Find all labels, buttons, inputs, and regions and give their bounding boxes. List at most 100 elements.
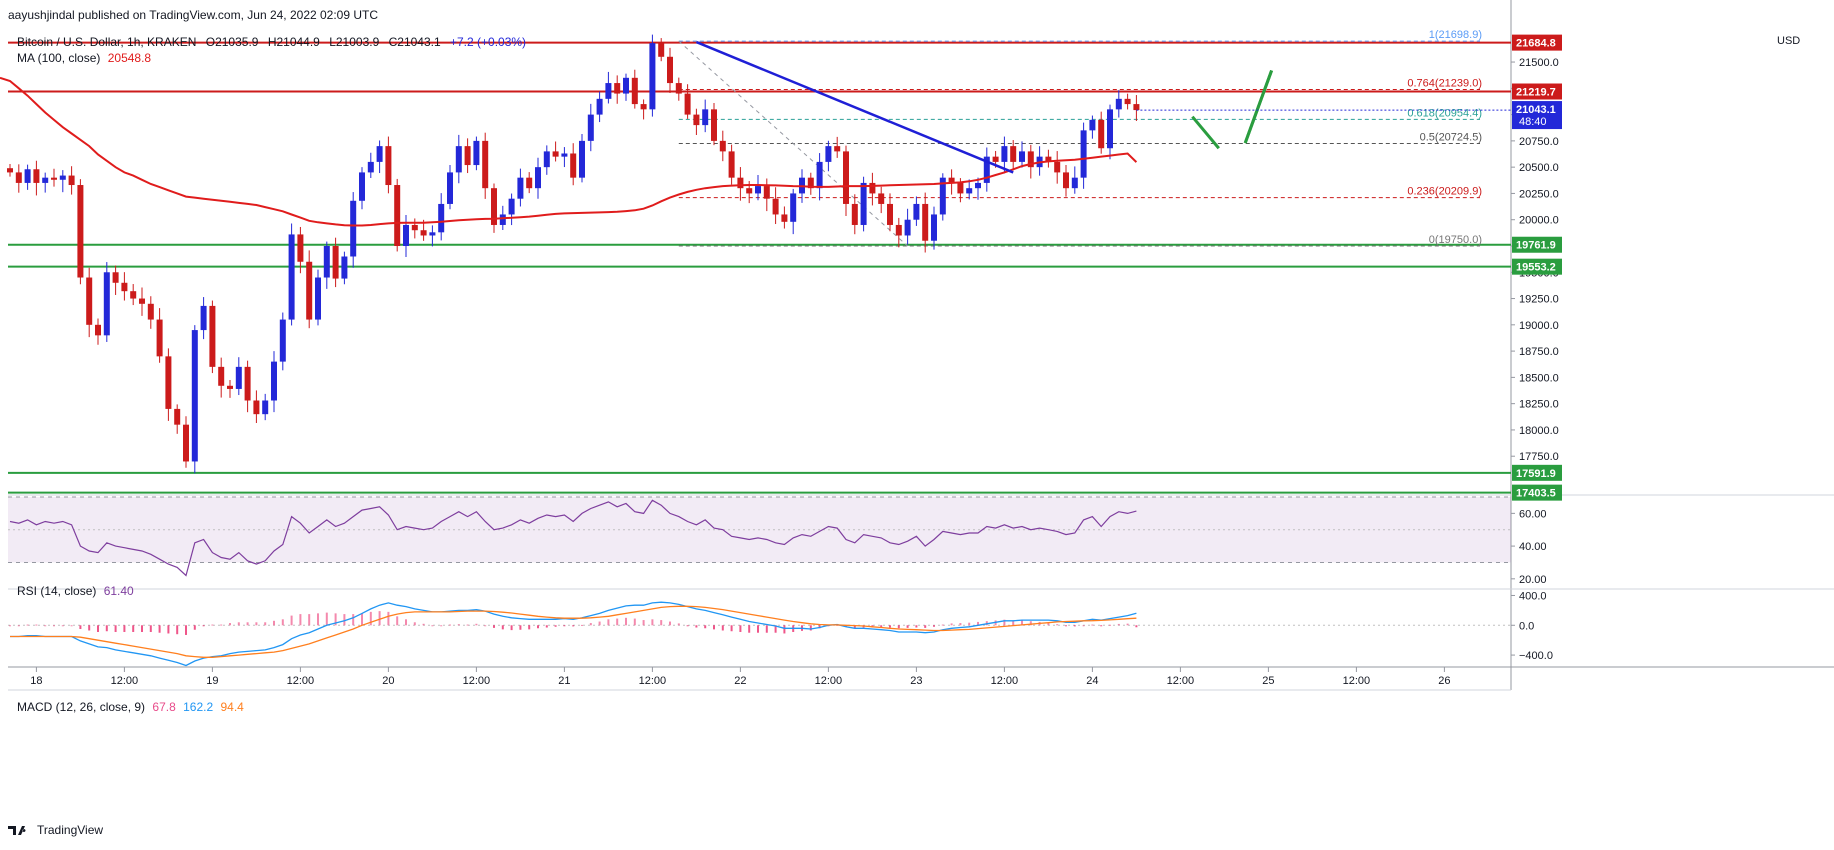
- macd-signal-line: [10, 605, 1137, 658]
- rsi-axis-label: 40.00: [1519, 541, 1547, 553]
- candle-body: [587, 114, 594, 141]
- macd-histogram-bar: [581, 624, 583, 626]
- candle-body: [957, 182, 964, 194]
- sr-price-tag: [1512, 464, 1562, 481]
- candle-body: [42, 177, 49, 183]
- candle-body: [623, 77, 629, 94]
- ohlc-open: O21035.9: [205, 35, 259, 49]
- macd-histogram-bar: [396, 616, 399, 626]
- candle-body: [350, 200, 357, 257]
- candle-body: [253, 400, 260, 415]
- macd-histogram-bar: [70, 625, 73, 627]
- macd-histogram-bar: [1047, 622, 1050, 626]
- sr-price-tag: [1512, 258, 1562, 275]
- candle-body: [614, 83, 621, 94]
- macd-histogram-bar: [660, 620, 663, 626]
- candle-body: [1071, 177, 1078, 189]
- macd-histogram-bar: [950, 623, 953, 626]
- fib-level-label: 0(19750.0): [1429, 234, 1482, 246]
- sr-price-tag-label: 19553.2: [1516, 262, 1556, 274]
- candle-body: [878, 193, 885, 204]
- candle-body: [1063, 172, 1069, 189]
- candle-body: [33, 169, 40, 183]
- macd-histogram-bar: [889, 625, 891, 628]
- time-axis-label: 24: [1086, 675, 1098, 687]
- candle-body: [306, 261, 313, 320]
- macd-histogram-bar: [695, 625, 698, 628]
- candle-body: [508, 198, 515, 215]
- time-axis-label: 23: [910, 675, 922, 687]
- macd-histogram-bar: [686, 625, 689, 627]
- macd-histogram-bar: [141, 625, 143, 632]
- ohlc-close: C21043.1: [388, 35, 441, 49]
- macd-histogram-bar: [105, 625, 108, 632]
- macd-histogram-bar: [229, 623, 231, 626]
- macd-histogram-bar: [748, 625, 751, 633]
- price-axis-label: 18000.0: [1519, 425, 1559, 437]
- macd-histogram-bar: [563, 625, 566, 627]
- macd-histogram-bar: [1021, 620, 1023, 626]
- currency-label: USD: [1777, 35, 1801, 47]
- candle-body: [631, 77, 638, 105]
- macd-histogram-bar: [669, 621, 671, 626]
- candle-body: [200, 305, 207, 331]
- candle-body: [1098, 119, 1105, 149]
- macd-line: [10, 601, 1137, 667]
- tradingview-logo-icon: [8, 826, 26, 835]
- candle-body: [130, 291, 137, 299]
- candle-body: [948, 177, 955, 183]
- ma-100-line: [0, 76, 1138, 227]
- candle-body: [482, 140, 489, 189]
- macd-histogram-bar: [721, 625, 724, 631]
- candle-body: [359, 172, 365, 201]
- candle-body: [473, 140, 480, 166]
- macd-histogram-bar: [977, 621, 979, 626]
- macd-histogram-bar: [968, 622, 971, 626]
- macd-histogram-bar: [818, 625, 821, 629]
- ohlc-change: +7.2 (+0.03%): [450, 35, 527, 49]
- macd-histogram-bar: [845, 625, 847, 627]
- macd-histogram-bar: [202, 625, 205, 627]
- candle-body: [139, 298, 145, 304]
- sr-price-tag: [1512, 83, 1562, 100]
- macd-histogram-bar: [1117, 623, 1120, 626]
- time-axis-label: 19: [206, 675, 218, 687]
- macd-histogram-bar: [9, 625, 11, 627]
- candle-body: [15, 172, 22, 183]
- macd-histogram-bar: [915, 625, 918, 628]
- time-axis-label: 12:00: [639, 675, 667, 687]
- macd-histogram-bar: [343, 614, 346, 626]
- candle-body: [156, 319, 163, 357]
- macd-histogram-bar: [625, 617, 627, 626]
- macd-histogram-bar: [853, 625, 856, 628]
- macd-histogram-bar: [79, 625, 82, 629]
- last-price-tag: [1512, 101, 1562, 130]
- candle-body: [341, 256, 348, 279]
- macd-histogram-bar: [193, 625, 196, 630]
- candle-body: [1019, 151, 1025, 162]
- tradingview-logo[interactable]: TradingView: [8, 823, 103, 837]
- candle-body: [429, 232, 436, 236]
- macd-histogram-bar: [616, 618, 619, 626]
- macd-histogram-bar: [167, 625, 170, 634]
- macd-histogram-bar: [501, 625, 504, 630]
- time-axis-label: 22: [734, 675, 746, 687]
- candle-body: [315, 277, 321, 320]
- macd-histogram-bar: [211, 624, 214, 626]
- candle-body: [262, 400, 269, 415]
- macd-histogram-bar: [1065, 625, 1067, 627]
- macd-histogram-bar: [1091, 624, 1094, 626]
- candle-body: [913, 203, 920, 220]
- candle-body: [517, 177, 524, 199]
- macd-histogram-bar: [1126, 623, 1129, 626]
- last-price-countdown: 48:40: [1519, 116, 1547, 128]
- macd-histogram-bar: [774, 625, 777, 633]
- macd-histogram-bar: [17, 625, 20, 627]
- candle-body: [851, 203, 858, 225]
- candle-body: [605, 83, 612, 99]
- sr-price-tag-label: 21219.7: [1516, 87, 1556, 99]
- macd-histogram-bar: [132, 625, 135, 632]
- macd-histogram-bar: [123, 625, 126, 632]
- candle-body: [464, 146, 471, 166]
